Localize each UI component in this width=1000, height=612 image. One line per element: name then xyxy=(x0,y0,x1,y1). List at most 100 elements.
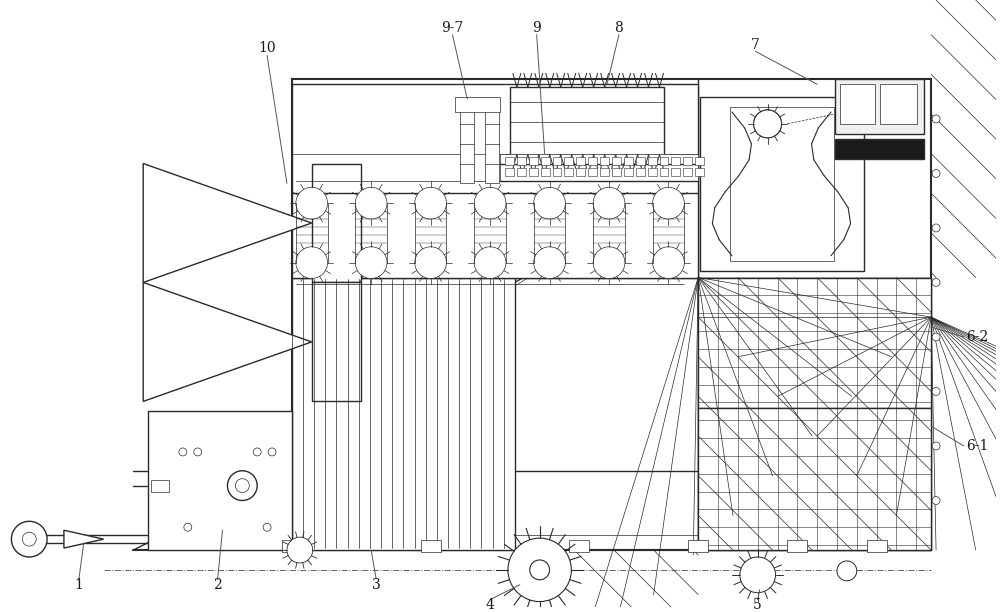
Bar xyxy=(173,444,287,459)
Text: 2: 2 xyxy=(213,578,222,592)
Circle shape xyxy=(593,187,625,219)
Bar xyxy=(485,104,499,184)
Bar xyxy=(564,168,573,176)
Bar xyxy=(292,84,698,277)
Bar xyxy=(695,157,704,165)
Circle shape xyxy=(534,187,565,219)
Circle shape xyxy=(253,448,261,456)
Circle shape xyxy=(11,521,47,557)
Bar xyxy=(312,283,361,401)
Text: 9-7: 9-7 xyxy=(441,21,464,35)
Bar xyxy=(787,540,807,552)
Bar xyxy=(688,540,708,552)
Bar xyxy=(505,157,514,165)
Text: 3: 3 xyxy=(372,578,380,592)
Bar xyxy=(292,80,931,550)
Bar xyxy=(835,80,924,134)
Bar xyxy=(648,168,657,176)
Bar xyxy=(730,107,834,261)
Text: 6-2: 6-2 xyxy=(966,330,988,344)
Circle shape xyxy=(932,278,940,286)
Bar xyxy=(553,157,561,165)
Bar xyxy=(636,157,645,165)
Circle shape xyxy=(474,187,506,219)
Bar xyxy=(564,157,573,165)
Polygon shape xyxy=(143,163,312,283)
Circle shape xyxy=(355,187,387,219)
Text: 9: 9 xyxy=(532,21,541,35)
Bar xyxy=(880,84,917,124)
Bar xyxy=(698,277,931,408)
Bar xyxy=(455,97,500,112)
Bar xyxy=(541,168,550,176)
Text: 5: 5 xyxy=(753,597,762,611)
Text: 7: 7 xyxy=(751,37,760,51)
Circle shape xyxy=(534,247,565,278)
Bar xyxy=(600,168,609,176)
Bar xyxy=(505,168,514,176)
Bar xyxy=(421,540,441,552)
Bar xyxy=(510,88,664,155)
Circle shape xyxy=(268,448,276,456)
Circle shape xyxy=(754,110,781,138)
Bar xyxy=(576,157,585,165)
Circle shape xyxy=(227,471,257,501)
Circle shape xyxy=(22,532,36,546)
Circle shape xyxy=(194,448,202,456)
Circle shape xyxy=(932,333,940,341)
Circle shape xyxy=(474,247,506,278)
Bar xyxy=(151,480,169,491)
Bar xyxy=(588,168,597,176)
Circle shape xyxy=(932,115,940,123)
Circle shape xyxy=(837,561,857,581)
Bar xyxy=(282,540,302,552)
Circle shape xyxy=(263,523,271,531)
Circle shape xyxy=(932,442,940,450)
Bar xyxy=(867,540,887,552)
Text: 8: 8 xyxy=(615,21,623,35)
Bar xyxy=(500,154,698,181)
Circle shape xyxy=(593,247,625,278)
Bar xyxy=(612,157,621,165)
Bar xyxy=(624,157,633,165)
Text: 10: 10 xyxy=(258,40,276,54)
Circle shape xyxy=(296,247,328,278)
Bar xyxy=(148,411,292,550)
Bar xyxy=(840,84,875,124)
Bar xyxy=(671,157,680,165)
Text: 4: 4 xyxy=(486,597,495,611)
Bar xyxy=(698,408,931,550)
Bar xyxy=(648,157,657,165)
Bar xyxy=(312,163,361,283)
Circle shape xyxy=(653,247,684,278)
Bar xyxy=(660,168,668,176)
Circle shape xyxy=(355,247,387,278)
Circle shape xyxy=(653,187,684,219)
Bar xyxy=(517,168,526,176)
Bar xyxy=(636,168,645,176)
Bar xyxy=(624,168,633,176)
Bar xyxy=(683,168,692,176)
Text: 1: 1 xyxy=(74,578,83,592)
Bar xyxy=(835,139,924,159)
Bar xyxy=(698,277,931,550)
Polygon shape xyxy=(64,530,104,548)
Bar xyxy=(695,168,704,176)
Circle shape xyxy=(740,557,776,592)
Bar xyxy=(569,540,589,552)
Bar xyxy=(529,157,538,165)
Bar xyxy=(529,168,538,176)
Circle shape xyxy=(530,560,550,580)
Bar xyxy=(517,157,526,165)
Circle shape xyxy=(296,187,328,219)
Circle shape xyxy=(179,448,187,456)
Bar xyxy=(292,277,515,550)
Circle shape xyxy=(932,496,940,504)
Bar xyxy=(541,157,550,165)
Polygon shape xyxy=(143,283,312,401)
Bar xyxy=(683,157,692,165)
Circle shape xyxy=(235,479,249,493)
Circle shape xyxy=(932,170,940,177)
Bar xyxy=(660,157,668,165)
Circle shape xyxy=(287,537,313,563)
